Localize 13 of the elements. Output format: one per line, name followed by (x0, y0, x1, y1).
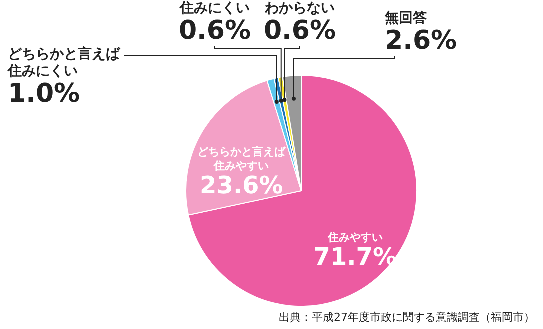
slice-label: 住みにくい (179, 0, 250, 17)
slice-label: わからない (264, 0, 335, 17)
data-label: 71.7% (314, 243, 398, 272)
slice-label: どちらかと言えば住みやすい (198, 146, 287, 173)
slice-label: 無回答 (384, 10, 427, 27)
data-label: 0.6% (178, 16, 252, 46)
slice-label: どちらかと言えば住みにくい (7, 46, 121, 80)
data-label: 1.0% (8, 78, 80, 109)
data-label: 2.6% (385, 26, 458, 56)
data-label: 23.6% (200, 172, 284, 200)
slice-label: 住みやすい (326, 231, 383, 244)
data-label: 0.6% (264, 16, 336, 46)
source-note: 出典：平成27年度市政に関する意識調査（福岡市） (279, 310, 535, 325)
